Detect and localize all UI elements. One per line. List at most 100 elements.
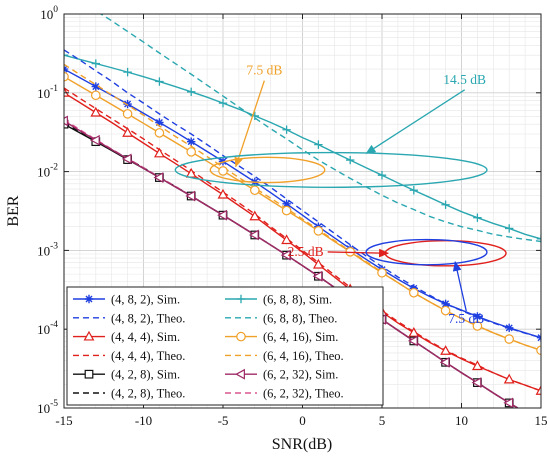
series-point	[282, 199, 291, 209]
legend-marker	[236, 294, 246, 304]
legend-label: (4, 4, 4), Sim.	[111, 330, 180, 344]
annotation-arrow	[235, 80, 265, 168]
legend: (4, 8, 2), Sim. (4, 8, 2), Theo. (4, 4, 4)…	[66, 286, 384, 406]
x-tick-label: 15	[535, 413, 548, 428]
series-line	[64, 54, 541, 240]
series-point	[473, 312, 482, 321]
series-point	[249, 210, 261, 221]
series-6	[64, 51, 541, 244]
y-tick-label: 10-4	[37, 320, 58, 337]
series-point	[187, 87, 196, 96]
series-point	[471, 377, 482, 389]
x-tick-label: -10	[135, 413, 152, 428]
series-point	[473, 213, 482, 222]
series-point	[472, 321, 483, 331]
series-point	[312, 258, 324, 269]
series-point	[377, 171, 387, 180]
legend-label: (6, 8, 8), Sim.	[263, 293, 332, 307]
x-tick-label: -15	[55, 413, 72, 428]
annotation-arrow	[365, 89, 466, 154]
x-tick-label: -5	[218, 413, 229, 428]
series-point	[90, 106, 102, 117]
series-point	[64, 115, 68, 127]
series-point	[471, 360, 483, 371]
series-point	[505, 224, 514, 233]
series-point	[505, 323, 514, 333]
series-line	[64, 87, 541, 392]
x-tick-label: 5	[379, 413, 386, 428]
series-point	[155, 77, 164, 86]
legend-label: (4, 2, 8), Sim.	[111, 368, 180, 382]
series-point	[154, 128, 165, 138]
series-point	[89, 134, 100, 146]
y-tick-label: 100	[40, 5, 58, 22]
annotation-arrowhead	[365, 144, 377, 154]
legend-label: (6, 2, 32), Sim.	[263, 368, 338, 382]
annotation-label: 7.5 dB	[448, 311, 484, 326]
series-point	[121, 153, 132, 165]
legend-marker	[84, 369, 94, 379]
series-point	[314, 140, 323, 149]
series-line	[64, 76, 541, 351]
annotation-label: 7.5 dB	[246, 63, 282, 78]
series-point	[123, 99, 132, 109]
series-point	[439, 356, 450, 368]
series-point	[91, 82, 100, 91]
legend-label: (6, 4, 16), Theo.	[263, 349, 344, 363]
series-point	[248, 229, 259, 241]
series-line	[99, 14, 541, 243]
series-point	[91, 90, 101, 101]
series-line	[64, 120, 520, 408]
y-tick-label: 10-3	[37, 241, 58, 258]
series-point	[64, 51, 69, 60]
axis-ticks: -15 -10 -5 0 5 10 15 10-5 10-4 10-3 10-2 10-1 100	[37, 5, 547, 428]
legend-label: (4, 8, 2), Sim.	[111, 293, 180, 307]
series-point	[250, 185, 260, 196]
series-point	[185, 190, 196, 202]
series-point	[91, 59, 100, 68]
series-point	[153, 147, 165, 158]
series-point	[504, 334, 514, 344]
series-point	[122, 109, 133, 119]
annotation-arrowhead	[234, 156, 243, 168]
series-point	[64, 71, 69, 82]
series-point	[441, 299, 450, 309]
series-point	[346, 155, 355, 165]
series-point	[186, 147, 196, 157]
y-tick-label: 10-2	[37, 163, 58, 180]
series-point	[217, 188, 229, 199]
series-point	[281, 205, 292, 216]
annotation-label: 14.5 dB	[443, 72, 486, 87]
series-point	[187, 137, 196, 146]
series-point	[122, 127, 134, 137]
legend-label: (4, 4, 4), Theo.	[111, 349, 185, 363]
series-point	[123, 67, 132, 77]
x-tick-label: 10	[455, 413, 468, 428]
series-point	[312, 270, 323, 282]
annotation-arrowhead	[452, 261, 462, 272]
annotation-ellipse	[365, 238, 488, 266]
series-point	[536, 234, 541, 244]
x-axis-label: SNR(dB)	[272, 436, 332, 453]
legend-label: (6, 8, 8), Theo.	[263, 311, 337, 325]
series-point	[313, 226, 324, 236]
legend-label: (4, 8, 2), Theo.	[111, 311, 185, 325]
series-point	[280, 249, 291, 261]
series-point	[155, 118, 164, 127]
series-point	[64, 86, 70, 97]
series-point	[377, 267, 387, 278]
annotation-label: 2.5 dB	[288, 244, 324, 259]
series-point	[440, 345, 452, 355]
series-point	[407, 335, 418, 347]
series-point	[408, 326, 420, 337]
annotation-ellipse	[209, 156, 326, 184]
legend-label: (6, 4, 16), Sim.	[263, 330, 338, 344]
series-point	[282, 125, 291, 134]
series-3	[64, 87, 541, 392]
legend-marker	[84, 294, 94, 304]
legend-marker	[83, 330, 95, 341]
legend-box	[66, 286, 384, 406]
series-point	[535, 385, 541, 395]
series-8	[64, 71, 541, 356]
